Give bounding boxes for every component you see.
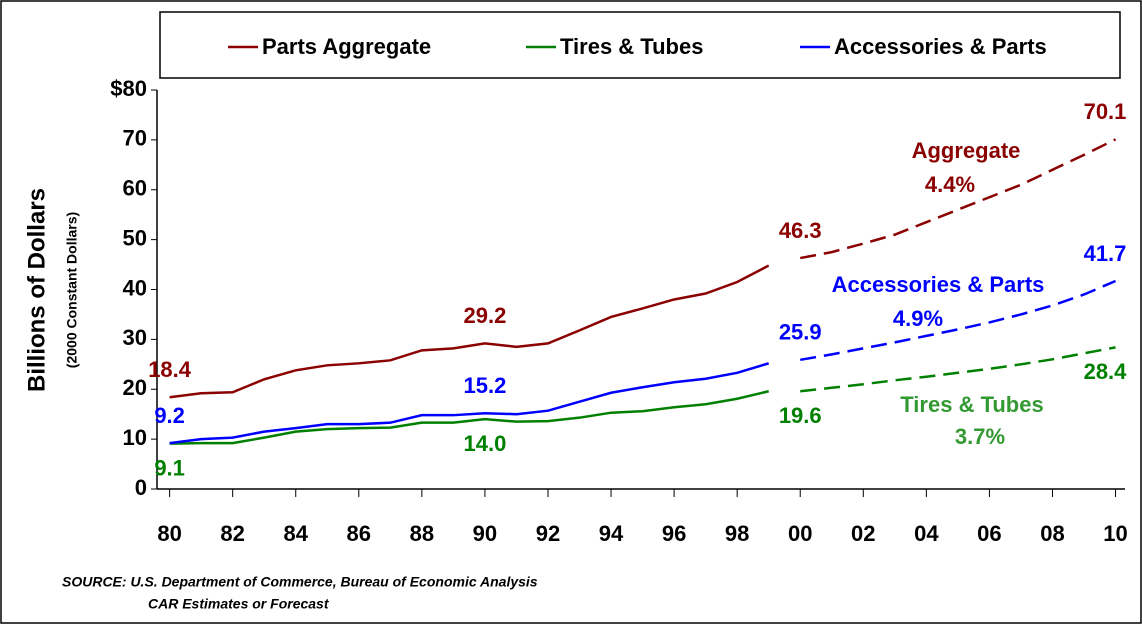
y-tick-label: $80 <box>110 76 147 101</box>
value-label: 25.9 <box>779 320 822 345</box>
x-tick-label: 00 <box>788 521 812 546</box>
forecast-line <box>800 346 1116 393</box>
annotation: Aggregate <box>912 138 1021 163</box>
forecast-line <box>799 138 1117 260</box>
value-label: 18.4 <box>148 357 192 382</box>
y-tick-label: 60 <box>123 176 147 201</box>
series-line <box>169 390 769 445</box>
x-tick-label: 94 <box>599 521 624 546</box>
x-tick-label: 04 <box>914 521 939 546</box>
y-tick-label: 0 <box>135 475 147 500</box>
annotation: 4.4% <box>925 172 975 197</box>
forecast-line <box>800 279 1117 362</box>
value-label: 9.2 <box>154 403 185 428</box>
value-label: 19.6 <box>779 403 822 428</box>
value-label: 14.0 <box>464 431 507 456</box>
x-tick-label: 88 <box>410 521 434 546</box>
annotation: 3.7% <box>955 424 1005 449</box>
x-tick-label: 84 <box>283 521 308 546</box>
x-tick-label: 82 <box>220 521 244 546</box>
x-tick-label: 90 <box>473 521 497 546</box>
annotation: Accessories & Parts <box>832 272 1045 297</box>
series-line <box>169 264 770 399</box>
y-tick-label: 40 <box>123 275 147 300</box>
y-tick-label: 50 <box>123 225 147 250</box>
x-tick-label: 08 <box>1040 521 1064 546</box>
x-tick-label: 80 <box>157 521 181 546</box>
source-note: CAR Estimates or Forecast <box>148 596 330 612</box>
value-label: 41.7 <box>1084 241 1127 266</box>
x-tick-label: 06 <box>977 521 1001 546</box>
y-axis-label: Billions of Dollars <box>23 188 50 392</box>
x-tick-label: 10 <box>1103 521 1127 546</box>
legend-label: Parts Aggregate <box>262 34 431 59</box>
annotation: Tires & Tubes <box>900 392 1043 417</box>
value-label: 28.4 <box>1084 359 1128 384</box>
x-tick-label: 98 <box>725 521 749 546</box>
source: SOURCE: U.S. Department of Commerce, Bur… <box>62 574 538 590</box>
y-tick-label: 10 <box>123 425 147 450</box>
y-axis-sublabel: (2000 Constant Dollars) <box>64 212 80 368</box>
series-line <box>169 362 770 445</box>
value-label: 46.3 <box>779 218 822 243</box>
x-tick-label: 02 <box>851 521 875 546</box>
value-label: 15.2 <box>464 373 507 398</box>
value-label: 9.1 <box>154 455 185 480</box>
annotation: 4.9% <box>893 306 943 331</box>
y-tick-label: 70 <box>123 126 147 151</box>
legend-label: Tires & Tubes <box>560 34 703 59</box>
x-tick-label: 92 <box>536 521 560 546</box>
value-label: 70.1 <box>1084 99 1127 124</box>
legend-label: Accessories & Parts <box>834 34 1047 59</box>
y-tick-label: 30 <box>123 325 147 350</box>
value-label: 29.2 <box>464 303 507 328</box>
y-tick-label: 20 <box>123 375 147 400</box>
x-tick-label: 86 <box>347 521 371 546</box>
legend-box <box>159 11 1121 79</box>
x-tick-label: 96 <box>662 521 686 546</box>
